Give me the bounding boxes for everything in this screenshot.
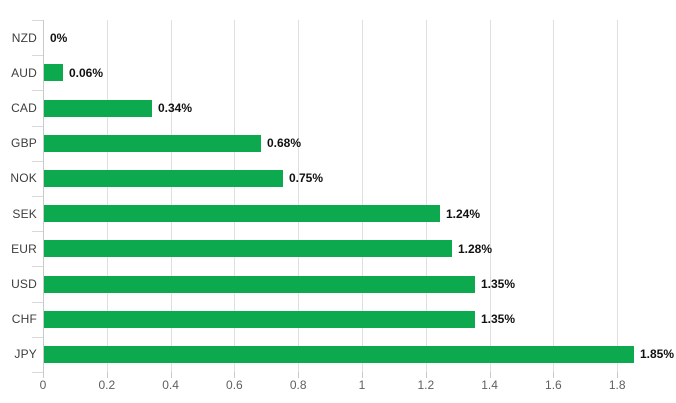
x-gridline [425,20,427,372]
bar-cad [44,100,152,117]
row-separator [32,20,43,21]
x-gridline [234,20,236,372]
x-tick-mark [489,372,491,378]
value-label-jpy: 1.85% [640,347,675,361]
x-axis-tick-label: 1.4 [481,378,498,392]
category-label-sek: SEK [12,207,37,221]
value-label-eur: 1.28% [458,242,493,256]
x-tick-mark [170,372,172,378]
value-label-usd: 1.35% [481,277,516,291]
x-axis-tick-label: 0.2 [98,378,116,392]
x-tick-mark [234,372,236,378]
x-gridline [489,20,491,372]
row-separator [32,161,43,162]
category-label-aud: AUD [11,66,37,80]
x-axis-tick-label: 0.8 [289,378,307,392]
x-axis-tick-label: 0 [39,378,47,392]
x-gridline [362,20,363,372]
row-separator [32,372,43,373]
category-label-nok: NOK [10,171,37,185]
category-label-chf: CHF [11,312,37,326]
row-separator [32,126,43,127]
x-tick-mark [553,372,555,378]
category-label-usd: USD [11,277,37,291]
bar-aud [44,64,63,81]
bar-sek [44,205,440,222]
value-label-gbp: 0.68% [267,136,302,150]
row-separator [32,266,43,267]
value-label-sek: 1.24% [446,207,481,221]
y-axis-line [43,20,44,378]
bar-usd [44,276,475,293]
category-label-nzd: NZD [11,31,37,45]
category-label-jpy: JPY [14,347,37,361]
value-label-nzd: 0% [50,31,68,45]
row-separator [32,90,43,91]
x-tick-mark [106,372,108,378]
x-axis-tick-label: 1.8 [608,378,626,392]
bar-nok [44,170,283,187]
bar-jpy [44,346,634,363]
value-label-cad: 0.34% [158,101,193,115]
value-label-aud: 0.06% [69,66,104,80]
x-gridline [106,20,108,372]
value-label-nok: 0.75% [289,171,324,185]
x-gridline [170,20,172,372]
x-axis-tick-label: 0.4 [162,378,179,392]
category-label-cad: CAD [11,101,37,115]
category-label-gbp: GBP [11,136,37,150]
x-axis-tick-label: 0.6 [226,378,243,392]
row-separator [32,196,43,197]
x-tick-mark [298,372,300,378]
row-separator [32,302,43,303]
x-gridline [617,20,619,372]
x-gridline [553,20,555,372]
x-tick-mark [362,372,363,378]
x-axis-tick-label: 1.6 [545,378,562,392]
x-gridline [298,20,300,372]
row-separator [32,231,43,232]
category-label-eur: EUR [11,242,37,256]
bar-gbp [44,135,261,152]
x-axis-tick-label: 1.2 [417,378,435,392]
bar-chf [44,311,475,328]
row-separator [32,55,43,56]
row-separator [32,337,43,338]
x-tick-mark [425,372,427,378]
x-axis-tick-label: 1 [358,378,366,392]
bar-eur [44,240,452,257]
x-tick-mark [617,372,619,378]
value-label-chf: 1.35% [481,312,516,326]
